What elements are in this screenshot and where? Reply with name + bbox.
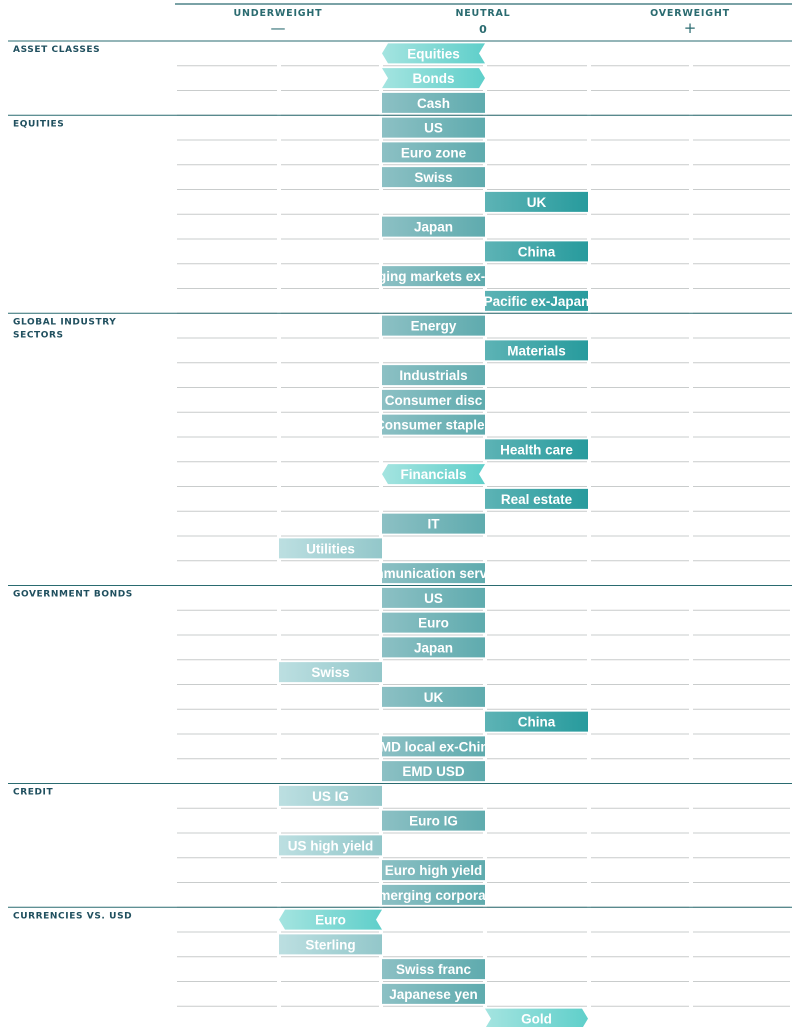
scale-label-neutral: NEUTRAL [456, 8, 511, 19]
bar-label-cash: Cash [417, 96, 450, 111]
bar-emd-usd [382, 761, 485, 782]
bar-consumer-disc [382, 389, 485, 410]
bar-euro-high-yield [382, 860, 485, 881]
bar-label-energy: Energy [411, 319, 457, 334]
bar-communication-services [382, 563, 485, 584]
bar-label-us-ig: US IG [312, 789, 349, 804]
bar-swiss-franc [382, 959, 485, 980]
grid [8, 3, 792, 1007]
bar-label-swiss: Swiss [414, 170, 452, 185]
scale-symbol-2: + [684, 19, 697, 37]
bars: Equities Bonds Cash US Euro zone Swiss UK Japan… [279, 43, 589, 1027]
bar-label-consumer-staples: Consumer staples [375, 418, 492, 433]
bar-emd-local-ex-china [382, 736, 485, 757]
bar-label-japan: Japan [414, 640, 453, 655]
bar-real-estate [485, 488, 588, 509]
bar-label-euro-zone: Euro zone [401, 145, 467, 160]
bar-japan [382, 216, 485, 237]
bar-label-us: US [424, 591, 443, 606]
scale-symbol-1: 0 [479, 23, 487, 36]
scale-label-overweight: OVERWEIGHT [650, 8, 730, 19]
bar-china [485, 241, 588, 262]
scale-symbol-0: — [271, 19, 286, 37]
bar-sterling [279, 934, 382, 955]
bar-label-japan: Japan [414, 220, 453, 235]
bar-label-euro: Euro [418, 616, 449, 631]
bar-bonds [382, 68, 485, 89]
bar-label-euro-ig: Euro IG [409, 814, 458, 829]
bar-label-swiss: Swiss [311, 665, 349, 680]
bar-us-high-yield [279, 835, 382, 856]
bar-label-emd-local-ex-china: EMD local ex-China [371, 739, 497, 754]
bar-japan [382, 637, 485, 658]
section-label: CREDIT [13, 788, 54, 798]
bar-label-euro: Euro [315, 913, 346, 928]
bar-label-industrials: Industrials [399, 368, 467, 383]
bar-euro [382, 612, 485, 633]
bar-label-equities: Equities [407, 46, 460, 61]
bar-label-bonds: Bonds [413, 71, 455, 86]
bar-equities [382, 43, 485, 64]
bar-emerging-markets-ex-china [382, 266, 485, 287]
bar-swiss [279, 662, 382, 683]
bar-label-uk: UK [527, 195, 547, 210]
bar-industrials [382, 365, 485, 386]
section-labels: ASSET CLASSES EQUITIES GLOBAL INDUSTRY SECT… [13, 45, 133, 921]
bar-label-swiss-franc: Swiss franc [396, 962, 472, 977]
bar-gold [485, 1008, 588, 1027]
bar-label-emerging-markets-ex-china: Emerging markets ex-China [344, 269, 523, 284]
section-label: GLOBAL INDUSTRY [13, 317, 116, 327]
bar-label-pacific-ex-japan: Pacific ex-Japan [484, 294, 590, 309]
bar-euro-zone [382, 142, 485, 163]
bar-label-euro-high-yield: Euro high yield [385, 863, 483, 878]
bar-euro [279, 909, 382, 930]
bar-label-uk: UK [424, 690, 444, 705]
bar-financials [382, 464, 485, 485]
bar-label-emd-usd: EMD USD [402, 764, 465, 779]
bar-label-us-high-yield: US high yield [288, 838, 374, 853]
bar-uk [382, 686, 485, 707]
bar-energy [382, 315, 485, 336]
bar-consumer-staples [382, 414, 485, 435]
bar-label-it: IT [428, 517, 441, 532]
bar-uk [485, 191, 588, 212]
bar-label-emerging-corporate: Emerging corporate [369, 888, 498, 903]
bar-label-materials: Materials [507, 343, 566, 358]
bar-euro-ig [382, 810, 485, 831]
bar-cash [382, 92, 485, 113]
bar-label-us: US [424, 121, 443, 136]
bar-label-communication-services: Communication services [354, 566, 514, 581]
bar-us [382, 587, 485, 608]
bar-materials [485, 340, 588, 361]
section-label: EQUITIES [13, 119, 64, 129]
bar-label-china: China [518, 244, 556, 259]
section-label: SECTORS [13, 330, 64, 340]
bar-us [382, 117, 485, 138]
bar-health-care [485, 439, 588, 460]
bar-swiss [382, 167, 485, 188]
bar-us-ig [279, 785, 382, 806]
section-label: ASSET CLASSES [13, 45, 100, 55]
bar-label-consumer-disc: Consumer disc [385, 393, 483, 408]
bar-emerging-corporate [382, 884, 485, 905]
section-label: GOVERNMENT BONDS [13, 590, 133, 600]
bar-label-real-estate: Real estate [501, 492, 573, 507]
bar-pacific-ex-japan [485, 290, 588, 311]
bar-label-china: China [518, 715, 556, 730]
bar-label-sterling: Sterling [305, 937, 355, 952]
bar-china [485, 711, 588, 732]
bar-utilities [279, 538, 382, 559]
bar-label-japanese-yen: Japanese yen [389, 987, 478, 1002]
bar-it [382, 513, 485, 534]
bar-label-health-care: Health care [500, 442, 573, 457]
bar-japanese-yen [382, 983, 485, 1004]
bar-label-financials: Financials [400, 467, 466, 482]
bar-label-utilities: Utilities [306, 541, 355, 556]
bar-label-gold: Gold [521, 1012, 552, 1027]
scale-label-underweight: UNDERWEIGHT [234, 8, 323, 19]
scale-header: UNDERWEIGHT NEUTRAL OVERWEIGHT — 0 + [234, 8, 730, 37]
section-label: CURRENCIES VS. USD [13, 911, 132, 921]
